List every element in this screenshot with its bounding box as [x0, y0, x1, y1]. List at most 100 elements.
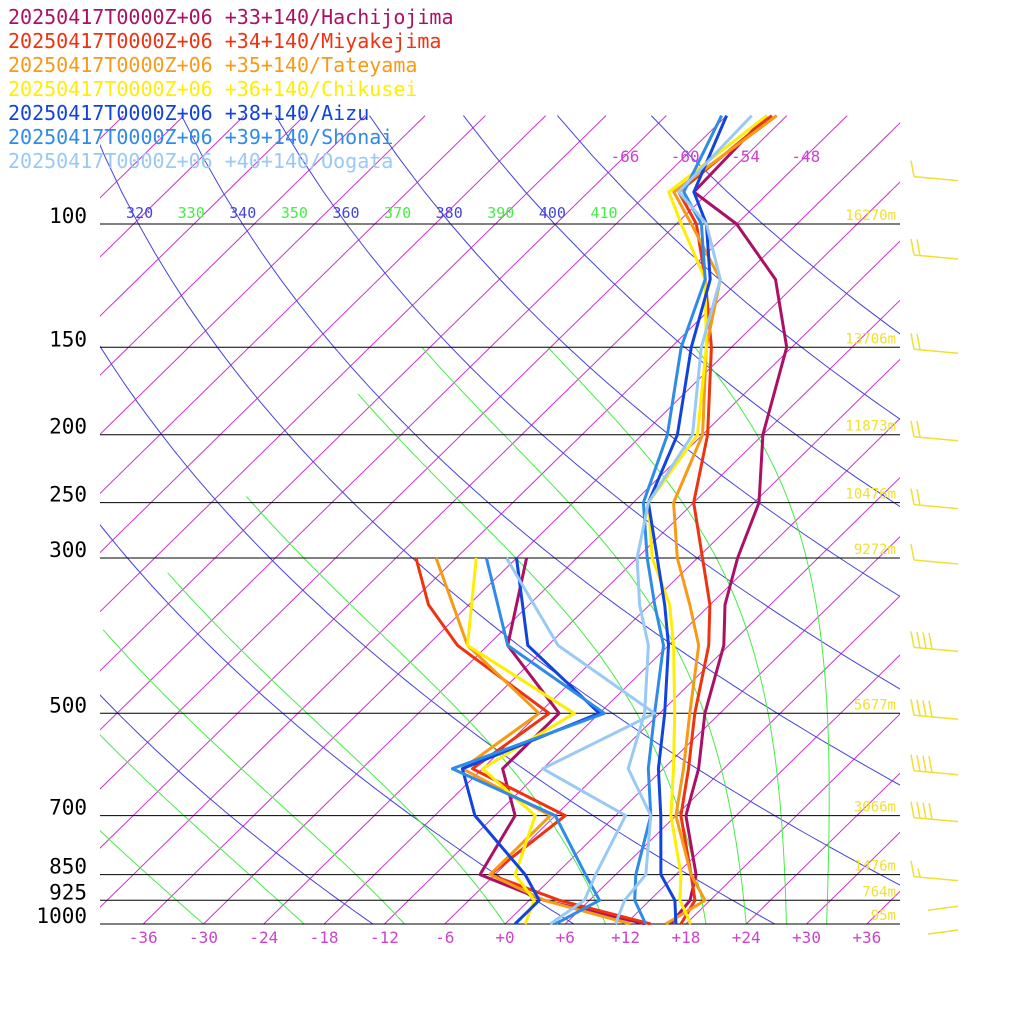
isotherm-line: [100, 115, 788, 790]
isotherm-line: [100, 115, 547, 554]
dry-adiabat-line: [463, 115, 900, 508]
pressure-label: 200: [49, 415, 87, 439]
wind-barb-flag: [910, 488, 915, 505]
wind-barb-flag: [916, 801, 921, 819]
legend: 20250417T0000Z+06 +33+140/Hachijojima 202…: [8, 5, 454, 173]
moist-adiabat-line: [100, 734, 305, 925]
temperature-tick-label: -12: [370, 928, 399, 947]
theta-label: 340: [229, 204, 256, 222]
theta-label: 360: [332, 204, 359, 222]
wind-barb-flag: [910, 543, 915, 561]
isotherm-line: [685, 713, 900, 925]
isotherm-line: [203, 240, 900, 925]
isotherm-line: [564, 595, 900, 925]
isotherm-line: [100, 115, 426, 436]
moist-adiabat-line: [421, 346, 747, 925]
height-label: 9272m: [854, 542, 896, 558]
wind-barb-staff: [913, 559, 959, 565]
wind-barb-flag: [916, 421, 921, 438]
theta-label: 400: [539, 204, 566, 222]
theta-label: 390: [487, 204, 514, 222]
pressure-label: 250: [49, 483, 87, 507]
temperature-tick-label: +24: [732, 928, 761, 947]
isotherm-label: -60: [671, 147, 700, 166]
wind-barb-flag: [916, 631, 921, 649]
theta-label: 410: [590, 204, 617, 222]
dry-adiabat-line: [275, 115, 900, 690]
wind-barb-staff: [913, 769, 959, 776]
height-label: 16270m: [845, 208, 896, 224]
dry-adiabat-line: [100, 143, 900, 886]
pressure-label: 300: [49, 538, 87, 562]
isobar-lines: [100, 223, 900, 925]
wind-barb-flag: [928, 632, 933, 650]
pressure-label: 1000: [36, 904, 87, 928]
wind-barb-staff: [913, 254, 959, 260]
wind-barb-flag: [916, 755, 921, 772]
wind-barb-staff: [913, 816, 959, 823]
wind-barb-flag: [922, 632, 927, 649]
isotherm-line: [100, 115, 848, 849]
moist-adiabat-line: [547, 346, 787, 924]
isotherm-line: [625, 654, 900, 925]
wind-barb-flag: [922, 755, 927, 772]
height-label: 11873m: [845, 419, 896, 435]
moist-adiabat-line: [357, 393, 707, 925]
height-label: 13706m: [845, 331, 896, 347]
moist-adiabat-lines: [100, 346, 830, 925]
dry-adiabat-line: [100, 694, 374, 925]
theta-label: 380: [436, 204, 463, 222]
wind-barb-staff: [927, 905, 959, 912]
temperature-series-line: [665, 114, 778, 925]
temperature-tick-label: +18: [671, 928, 700, 947]
wind-barb-flag: [910, 801, 915, 818]
theta-label: 350: [281, 204, 308, 222]
temperature-series-line: [669, 114, 789, 925]
theta-label: 370: [384, 204, 411, 222]
legend-entry: 20250417T0000Z+06 +38+140/Aizu: [8, 101, 369, 125]
height-label: 95m: [871, 908, 896, 924]
isotherm-line: [100, 115, 607, 613]
legend-entry: 20250417T0000Z+06 +36+140/Chikusei: [8, 77, 417, 101]
wind-barb-flag: [922, 802, 927, 819]
wind-barb-staff: [913, 714, 959, 721]
isotherm-line: [504, 536, 900, 925]
temperature-tick-label: -36: [129, 928, 158, 947]
isotherm-label: -48: [791, 147, 820, 166]
isotherm-line: [100, 115, 667, 672]
wind-barb-flag: [917, 868, 921, 877]
temperature-tick-label: -6: [435, 928, 454, 947]
moist-adiabat-line: [246, 496, 606, 925]
wind-barb-flag: [910, 420, 915, 437]
temperature-tick-label: +30: [792, 928, 821, 947]
wind-barb-flag: [916, 333, 921, 350]
pressure-label: 150: [49, 327, 87, 351]
moist-adiabat-line: [167, 572, 506, 925]
theta-label: 320: [126, 204, 153, 222]
isotherm-line: [100, 115, 486, 495]
isotherm-line: [142, 181, 900, 925]
wind-barb-staff: [927, 929, 959, 935]
height-label: 10476m: [845, 487, 896, 503]
wind-barb-staff: [913, 875, 959, 882]
legend-entry: 20250417T0000Z+06 +33+140/Hachijojima: [8, 5, 454, 29]
wind-barb-flag: [910, 631, 915, 648]
temperature-series-line: [633, 114, 723, 925]
height-label: 1476m: [854, 859, 896, 875]
temperature-tick-label: +6: [556, 928, 575, 947]
dry-adiabat-lines: [100, 115, 900, 925]
wind-barb-flag: [910, 754, 915, 771]
isotherm-line: [100, 115, 727, 731]
isotherm-line: [100, 115, 305, 317]
legend-entry: 20250417T0000Z+06 +40+140/Oogata: [8, 149, 393, 173]
isotherm-line: [100, 115, 366, 376]
wind-barb-flag: [922, 700, 927, 717]
moist-adiabat-line: [100, 829, 204, 925]
dry-adiabat-line: [181, 115, 900, 786]
dewpoint-series-line: [505, 557, 657, 925]
wind-barb-flag: [928, 802, 933, 820]
isotherm-line: [100, 115, 245, 258]
isotherm-label: -66: [610, 147, 639, 166]
